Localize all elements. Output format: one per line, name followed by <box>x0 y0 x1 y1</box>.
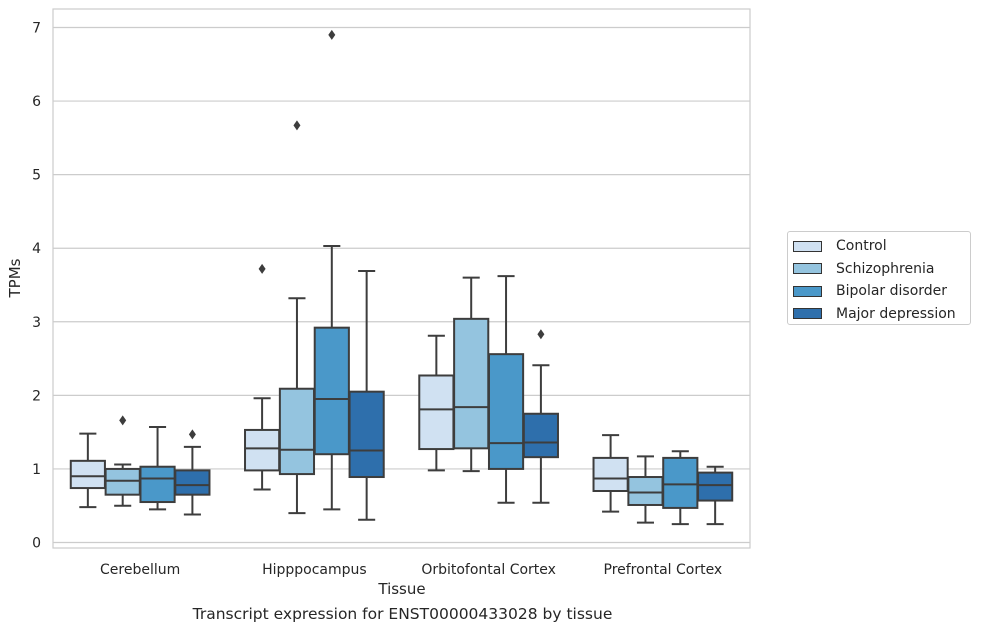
iqr-box <box>453 317 490 450</box>
box-3-2 <box>662 450 699 526</box>
outlier-point <box>119 415 127 426</box>
legend-swatch-bipolar-disorder <box>793 285 822 297</box>
y-tick-label: 5 <box>32 168 41 184</box>
box-2-2 <box>487 275 525 504</box>
iqr-box <box>662 456 699 509</box>
box-2-0 <box>418 334 455 472</box>
plot-frame <box>52 8 751 549</box>
x-axis-label: Tissue <box>377 580 425 598</box>
y-axis-label: TPMs <box>6 258 24 298</box>
legend-item-control: Control <box>788 235 970 258</box>
outlier-point <box>293 120 301 131</box>
x-tick-label: Prefrontal Cortex <box>604 562 723 578</box>
iqr-box <box>697 471 734 502</box>
legend-item-schizophrenia: Schizophrenia <box>788 258 970 281</box>
iqr-box <box>174 469 211 496</box>
outlier-point <box>328 29 336 40</box>
legend-swatch-control <box>793 240 822 252</box>
x-tick-label: Hipppocampus <box>262 562 367 578</box>
legend-item-bipolar-disorder: Bipolar disorder <box>788 280 970 303</box>
x-tick-labels: Cerebellum Hipppocampus Orbitofontal Corte… <box>100 562 722 578</box>
chart-caption: Transcript expression for ENST0000043302… <box>192 605 613 623</box>
y-tick-label: 1 <box>32 462 41 478</box>
box-3-0 <box>592 434 629 513</box>
box-1-1 <box>278 120 316 515</box>
legend-label-bipolar-disorder: Bipolar disorder <box>836 283 948 300</box>
box-0-1 <box>104 415 141 507</box>
outlier-point <box>537 329 545 340</box>
iqr-box <box>418 374 455 451</box>
iqr-box <box>592 456 629 492</box>
iqr-box <box>522 412 559 459</box>
y-tick-label: 6 <box>32 94 41 110</box>
legend-label-control: Control <box>836 238 887 255</box>
legend-label-schizophrenia: Schizophrenia <box>836 260 935 277</box>
iqr-box <box>627 476 664 506</box>
box-1-0 <box>244 263 281 491</box>
iqr-box <box>278 387 316 476</box>
outlier-point <box>258 263 266 274</box>
y-tick-label: 2 <box>32 388 41 404</box>
box-2-3 <box>522 329 559 504</box>
legend-label-major-depression: Major depression <box>836 305 956 322</box>
box-0-2 <box>139 425 176 511</box>
box-2-1 <box>453 276 490 473</box>
iqr-box <box>244 428 281 472</box>
box-0-0 <box>69 432 106 509</box>
x-tick-label: Orbitofontal Cortex <box>421 562 556 578</box>
legend-swatch-major-depression <box>793 308 822 320</box>
outlier-point <box>188 429 196 440</box>
x-tick-label: Cerebellum <box>100 562 180 578</box>
y-tick-label: 3 <box>32 315 41 331</box>
iqr-box <box>139 465 176 504</box>
box-plot-marks <box>69 29 734 526</box>
iqr-box <box>104 467 141 496</box>
y-tick-label: 7 <box>32 21 41 37</box>
box-1-2 <box>313 29 350 511</box>
y-tick-label: 4 <box>32 241 41 257</box>
box-3-1 <box>627 455 664 524</box>
y-tick-labels: 0 1 2 3 4 5 6 7 <box>32 21 41 552</box>
box-3-3 <box>697 465 734 526</box>
legend: Control Schizophrenia Bipolar disorder M… <box>787 231 971 325</box>
legend-swatch-schizophrenia <box>793 263 822 275</box>
iqr-box <box>69 459 106 490</box>
iqr-box <box>348 390 385 479</box>
y-tick-label: 0 <box>32 536 41 552</box>
iqr-box <box>487 353 525 470</box>
box-0-3 <box>174 429 211 516</box>
legend-item-major-depression: Major depression <box>788 303 970 326</box>
box-1-3 <box>348 270 385 521</box>
iqr-box <box>313 326 350 456</box>
